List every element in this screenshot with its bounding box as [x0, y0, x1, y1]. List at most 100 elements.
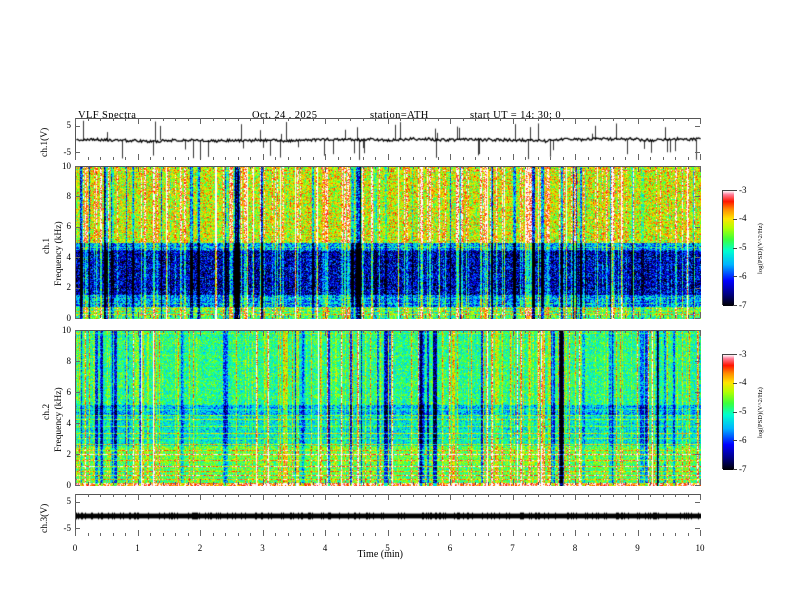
x-tick — [237, 482, 239, 485]
y-tick-label: 0 — [66, 479, 72, 490]
x-tick — [112, 482, 114, 485]
ch1-waveform-y-label: ch.1(V) — [40, 127, 50, 157]
x-tick — [200, 118, 201, 124]
x-tick — [512, 166, 514, 172]
x-tick — [562, 494, 564, 497]
colorbar-tick-label: -5 — [739, 242, 747, 252]
x-tick — [325, 330, 326, 336]
x-tick — [175, 482, 176, 485]
y-tick — [75, 485, 80, 486]
x-tick — [125, 315, 126, 318]
x-tick — [625, 482, 626, 485]
x-tick — [287, 330, 289, 333]
x-tick — [537, 315, 539, 318]
x-tick — [525, 494, 526, 497]
x-tick — [687, 166, 689, 169]
x-tick — [150, 118, 151, 121]
x-tick — [700, 154, 701, 160]
x-tick — [137, 494, 139, 500]
x-tick — [600, 330, 601, 333]
x-tick — [412, 166, 414, 169]
x-tick — [387, 330, 389, 336]
x-tick — [587, 315, 589, 318]
x-tick — [625, 330, 626, 333]
x-tick — [562, 482, 564, 485]
x-tick — [650, 157, 651, 160]
x-tick — [237, 118, 239, 121]
x-tick — [300, 494, 301, 497]
x-tick — [600, 494, 601, 497]
x-tick — [437, 118, 439, 121]
x-tick — [75, 530, 76, 536]
x-tick — [200, 312, 201, 318]
x-tick — [425, 330, 426, 333]
colorbar-label: log(PSD)(V^2/Hz) — [757, 386, 764, 438]
x-tick — [362, 166, 364, 169]
x-tick — [550, 315, 551, 318]
x-tick-label: 4 — [322, 543, 328, 553]
x-tick — [262, 118, 264, 124]
x-tick — [287, 157, 289, 160]
x-tick — [200, 530, 201, 536]
x-tick — [450, 312, 451, 318]
y-tick — [75, 287, 80, 289]
x-tick — [87, 494, 89, 497]
x-tick — [475, 482, 476, 485]
y-tick — [695, 152, 700, 154]
x-tick — [300, 482, 301, 485]
x-tick — [312, 118, 314, 121]
x-tick — [400, 315, 401, 318]
x-tick — [125, 118, 126, 121]
x-tick — [512, 530, 514, 536]
x-tick — [150, 482, 151, 485]
station-label: station=ATH — [370, 110, 429, 121]
x-tick — [537, 494, 539, 497]
x-tick — [675, 482, 676, 485]
colorbar-tick — [733, 190, 737, 191]
x-tick — [675, 494, 676, 497]
x-tick — [375, 315, 376, 318]
x-tick — [262, 494, 264, 500]
colorbar-tick — [733, 382, 737, 384]
x-tick — [275, 157, 276, 160]
x-tick — [487, 533, 489, 536]
x-tick — [550, 330, 551, 333]
x-tick — [275, 118, 276, 121]
x-tick — [700, 330, 701, 336]
y-tick — [75, 392, 80, 393]
x-tick — [112, 315, 114, 318]
y-tick — [75, 318, 80, 319]
x-tick — [612, 494, 614, 497]
x-tick — [312, 330, 314, 333]
x-tick — [187, 533, 189, 536]
x-tick — [587, 533, 589, 536]
x-tick — [400, 494, 401, 497]
x-tick — [687, 533, 689, 536]
x-tick — [350, 330, 351, 333]
colorbar-tick-label: -7 — [739, 299, 747, 310]
x-tick — [287, 166, 289, 169]
x-tick — [200, 330, 201, 336]
x-tick — [87, 482, 89, 485]
x-tick-label: 7 — [510, 543, 515, 553]
x-tick — [525, 533, 526, 536]
x-tick — [337, 157, 339, 160]
x-tick — [75, 479, 76, 485]
x-tick — [362, 533, 364, 536]
x-tick — [437, 330, 439, 333]
x-tick — [600, 315, 601, 318]
x-tick — [637, 118, 639, 124]
y-tick — [695, 196, 700, 198]
colorbar-ch1 — [722, 190, 734, 306]
x-tick — [187, 482, 189, 485]
x-tick — [575, 530, 576, 536]
x-tick — [237, 533, 239, 536]
x-tick — [225, 157, 226, 160]
x-tick — [512, 118, 514, 124]
x-tick — [387, 494, 389, 500]
figure-title: VLF Spectra — [78, 110, 137, 121]
x-tick — [687, 482, 689, 485]
y-tick — [75, 196, 80, 198]
x-tick — [250, 330, 251, 333]
x-tick — [412, 482, 414, 485]
